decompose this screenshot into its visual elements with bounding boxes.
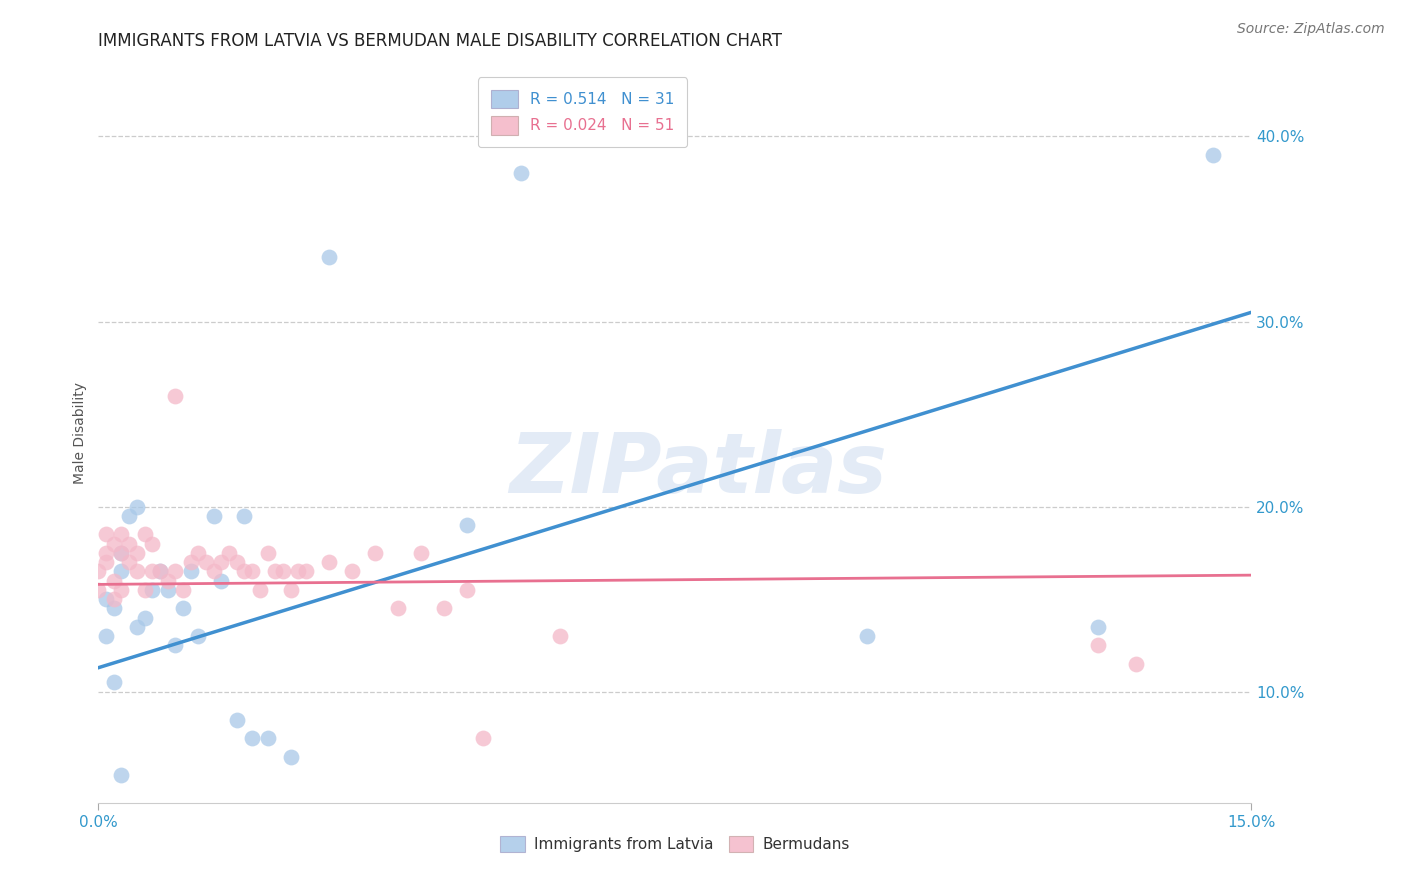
Point — [209, 574, 232, 588]
Point — [187, 546, 209, 560]
Point — [125, 546, 148, 560]
Point — [240, 565, 263, 579]
Legend: Immigrants from Latvia, Bermudans: Immigrants from Latvia, Bermudans — [494, 830, 856, 858]
Point — [249, 582, 271, 597]
Point — [233, 565, 256, 579]
Text: IMMIGRANTS FROM LATVIA VS BERMUDAN MALE DISABILITY CORRELATION CHART: IMMIGRANTS FROM LATVIA VS BERMUDAN MALE … — [98, 32, 782, 50]
Point — [256, 546, 278, 560]
Point — [118, 536, 141, 550]
Point — [118, 508, 141, 523]
Point — [856, 629, 879, 643]
Point — [94, 629, 117, 643]
Point — [456, 582, 478, 597]
Point — [233, 508, 256, 523]
Point — [125, 620, 148, 634]
Point — [125, 565, 148, 579]
Point — [1202, 148, 1225, 162]
Point — [134, 610, 156, 624]
Point — [180, 565, 202, 579]
Point — [209, 555, 232, 569]
Point — [271, 565, 294, 579]
Point — [149, 565, 172, 579]
Text: Source: ZipAtlas.com: Source: ZipAtlas.com — [1237, 22, 1385, 37]
Point — [103, 601, 125, 615]
Point — [225, 555, 247, 569]
Point — [103, 675, 125, 690]
Point — [364, 546, 387, 560]
Point — [103, 536, 125, 550]
Point — [295, 565, 318, 579]
Point — [202, 508, 225, 523]
Point — [340, 565, 363, 579]
Y-axis label: Male Disability: Male Disability — [73, 382, 87, 483]
Point — [280, 582, 302, 597]
Point — [180, 555, 202, 569]
Point — [94, 555, 117, 569]
Point — [1087, 639, 1109, 653]
Point — [264, 565, 287, 579]
Point — [187, 629, 209, 643]
Point — [134, 527, 156, 541]
Text: ZIPatlas: ZIPatlas — [509, 429, 887, 510]
Point — [141, 582, 163, 597]
Point — [125, 500, 148, 514]
Point — [94, 546, 117, 560]
Point — [548, 629, 571, 643]
Point — [218, 546, 240, 560]
Point — [118, 555, 141, 569]
Point — [156, 582, 179, 597]
Point — [456, 518, 478, 533]
Point — [256, 731, 278, 745]
Point — [165, 565, 187, 579]
Point — [165, 389, 187, 403]
Point — [110, 582, 132, 597]
Point — [433, 601, 456, 615]
Point — [172, 601, 194, 615]
Point — [94, 527, 117, 541]
Point — [103, 592, 125, 607]
Point — [110, 527, 132, 541]
Point — [149, 565, 172, 579]
Point — [318, 250, 340, 264]
Point — [1087, 620, 1109, 634]
Point — [318, 555, 340, 569]
Point — [156, 574, 179, 588]
Point — [411, 546, 433, 560]
Point — [110, 565, 132, 579]
Point — [510, 166, 533, 180]
Point — [195, 555, 218, 569]
Point — [87, 582, 110, 597]
Point — [110, 768, 132, 782]
Point — [280, 749, 302, 764]
Point — [110, 546, 132, 560]
Point — [287, 565, 309, 579]
Point — [1125, 657, 1147, 671]
Point — [225, 713, 247, 727]
Point — [141, 565, 163, 579]
Point — [110, 546, 132, 560]
Point — [240, 731, 263, 745]
Point — [141, 536, 163, 550]
Point — [87, 565, 110, 579]
Point — [103, 574, 125, 588]
Point — [94, 592, 117, 607]
Point — [471, 731, 494, 745]
Point — [134, 582, 156, 597]
Point — [165, 639, 187, 653]
Point — [202, 565, 225, 579]
Point — [387, 601, 409, 615]
Point — [172, 582, 194, 597]
